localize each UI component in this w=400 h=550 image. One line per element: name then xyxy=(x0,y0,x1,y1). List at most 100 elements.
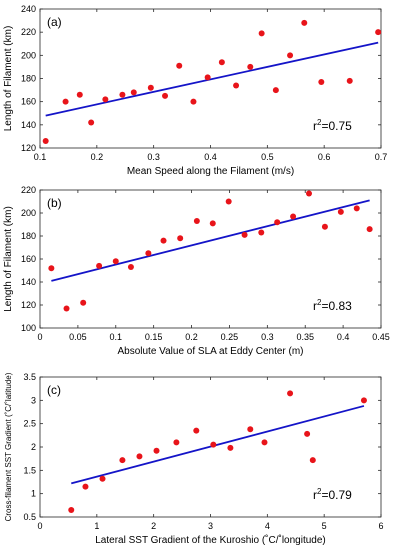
data-point xyxy=(375,29,382,36)
y-tick-label: 240 xyxy=(21,4,36,14)
data-point xyxy=(337,208,344,215)
data-point xyxy=(190,98,197,105)
data-point xyxy=(290,213,297,220)
data-point xyxy=(42,138,49,145)
x-tick-label: 0.6 xyxy=(318,152,331,162)
y-tick-label: 2 xyxy=(31,442,36,452)
y-tick-label: 220 xyxy=(21,27,36,37)
data-point xyxy=(304,430,311,437)
data-point xyxy=(247,426,254,433)
data-point xyxy=(241,231,248,238)
data-point xyxy=(82,483,89,490)
data-point xyxy=(360,397,367,404)
chart-panel-3: 0 1 2 3 4 5 6 0.5 1 1.5 2 2.5 3 3.5 Lateral SST Gradie… xyxy=(4,372,384,546)
data-point xyxy=(210,441,217,448)
regression-line xyxy=(71,405,365,485)
r-squared-superscript: 2 xyxy=(317,118,322,127)
x-tick-label: 0.15 xyxy=(145,332,163,342)
x-tick-label: 0.4 xyxy=(337,332,350,342)
y-tick-label: 3.5 xyxy=(23,372,36,382)
data-point xyxy=(318,78,325,85)
x-tick-label: 3 xyxy=(208,521,213,531)
data-point xyxy=(48,265,55,272)
data-point xyxy=(96,262,103,269)
y-tick-label: 180 xyxy=(21,231,36,241)
data-point xyxy=(261,439,268,446)
y-tick-label: 200 xyxy=(21,50,36,60)
data-point xyxy=(218,59,225,66)
y-tick-label: 220 xyxy=(21,185,36,195)
data-point xyxy=(247,63,254,70)
x-tick-label: 0.3 xyxy=(147,152,160,162)
y-axis-label: Length of Filament (km) xyxy=(3,206,14,312)
x-tick-label: 0.5 xyxy=(261,152,274,162)
data-point xyxy=(76,91,83,98)
y-tick-label: 120 xyxy=(21,300,36,310)
data-point xyxy=(153,447,160,454)
r-squared-annotation: r2=0.75 xyxy=(313,118,352,133)
r-squared-superscript: 2 xyxy=(317,487,322,496)
data-point xyxy=(193,218,200,225)
data-point xyxy=(176,62,183,69)
chart-panel-1: 0.1 0.2 0.3 0.4 0.5 0.6 0.7 120 140 160 180 200 220 2… xyxy=(3,4,387,177)
r-squared-prefix: r xyxy=(313,299,317,313)
panel-label: (a) xyxy=(47,15,62,29)
data-point xyxy=(272,87,279,94)
y-tick-label: 140 xyxy=(21,120,36,130)
x-axis-label: Lateral SST Gradient of the Kuroshio (˚C… xyxy=(95,534,326,546)
x-tick-label: 0.05 xyxy=(69,332,87,342)
panel-label: (c) xyxy=(47,383,61,397)
data-point xyxy=(88,119,95,126)
data-point xyxy=(209,220,216,227)
data-point xyxy=(366,226,373,233)
x-tick-label: 0.1 xyxy=(34,152,47,162)
r-squared-value: =0.75 xyxy=(321,119,352,133)
x-tick-label: 0 xyxy=(37,521,42,531)
x-axis-label: Absolute Value of SLA at Eddy Center (m) xyxy=(117,346,303,357)
data-point xyxy=(136,453,143,460)
x-tick-label: 0.3 xyxy=(261,332,274,342)
r-squared-prefix: r xyxy=(313,119,317,133)
y-tick-label: 100 xyxy=(21,323,36,333)
data-point xyxy=(225,198,232,205)
data-point xyxy=(119,91,126,98)
x-tick-label: 1 xyxy=(94,521,99,531)
x-tick-label: 0.1 xyxy=(110,332,123,342)
data-point xyxy=(173,439,180,446)
data-point xyxy=(353,205,360,212)
y-tick-label: 200 xyxy=(21,208,36,218)
y-tick-label: 2.5 xyxy=(23,419,36,429)
r-squared-value: =0.79 xyxy=(321,488,352,502)
x-tick-label: 0.7 xyxy=(375,152,388,162)
data-point xyxy=(162,92,169,99)
data-point xyxy=(112,258,119,265)
data-point xyxy=(233,82,240,89)
data-point xyxy=(99,475,106,482)
r-squared-superscript: 2 xyxy=(317,298,322,307)
y-tick-label: 160 xyxy=(21,254,36,264)
data-point xyxy=(287,390,294,397)
data-point xyxy=(145,250,152,257)
data-point xyxy=(346,77,353,84)
data-point xyxy=(130,89,137,96)
r-squared-annotation: r2=0.79 xyxy=(313,487,352,502)
y-tick-label: 160 xyxy=(21,97,36,107)
regression-line xyxy=(51,199,370,282)
data-point xyxy=(227,444,234,451)
x-tick-label: 0.4 xyxy=(204,152,217,162)
y-tick-label: 1.5 xyxy=(23,465,36,475)
y-axis-label: Cross-filament SST Gradient (˚C/˚latitud… xyxy=(4,372,13,521)
y-tick-label: 120 xyxy=(21,143,36,153)
data-point xyxy=(68,507,75,513)
x-tick-label: 0.2 xyxy=(91,152,104,162)
x-tick-label: 0.25 xyxy=(221,332,239,342)
x-tick-label: 6 xyxy=(378,521,383,531)
regression-line xyxy=(45,41,379,117)
r-squared-annotation: r2=0.83 xyxy=(313,298,352,313)
chart-panel-2: 0 0.05 0.1 0.15 0.2 0.25 0.3 0.35 0.4 0.45 100 120 1… xyxy=(3,185,390,357)
data-point xyxy=(193,427,200,434)
data-point xyxy=(321,223,328,230)
data-point xyxy=(127,264,134,271)
data-point xyxy=(160,237,167,244)
